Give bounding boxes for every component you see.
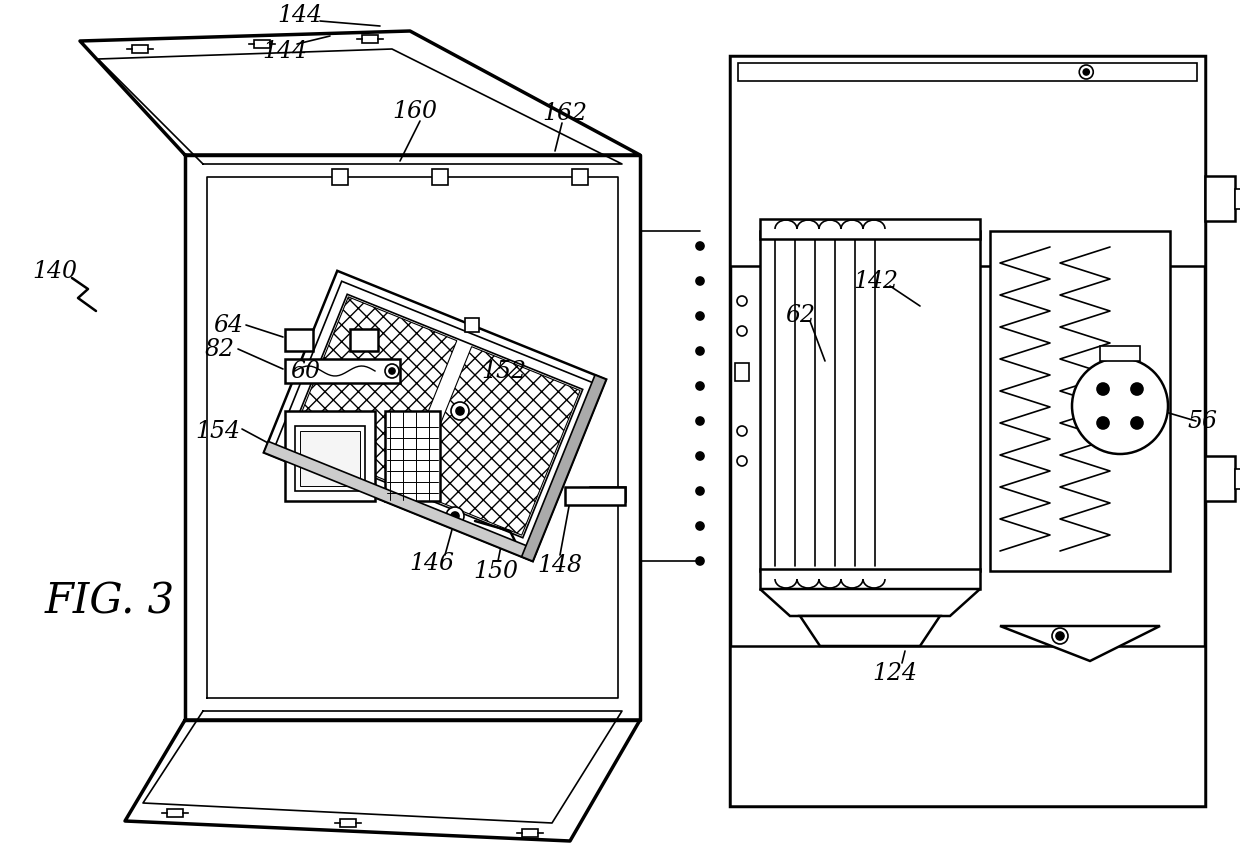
Circle shape xyxy=(384,364,399,378)
Bar xyxy=(1205,456,1235,501)
Bar xyxy=(590,487,625,501)
Circle shape xyxy=(1073,358,1168,454)
Circle shape xyxy=(737,296,746,306)
Text: 60: 60 xyxy=(290,360,320,382)
Polygon shape xyxy=(288,294,583,538)
Text: 148: 148 xyxy=(537,554,583,577)
Text: 64: 64 xyxy=(213,313,243,337)
Text: 82: 82 xyxy=(205,338,236,361)
Circle shape xyxy=(696,347,704,355)
Text: 154: 154 xyxy=(196,419,241,443)
Polygon shape xyxy=(131,45,148,53)
Bar xyxy=(730,56,1205,806)
Bar xyxy=(730,56,1205,266)
Text: 142: 142 xyxy=(853,269,899,293)
Circle shape xyxy=(696,522,704,530)
Circle shape xyxy=(1079,65,1094,79)
Circle shape xyxy=(696,487,704,495)
Circle shape xyxy=(696,382,704,390)
Polygon shape xyxy=(264,442,537,561)
Bar xyxy=(285,359,401,383)
Circle shape xyxy=(737,426,746,436)
Circle shape xyxy=(696,452,704,460)
Bar xyxy=(384,411,440,501)
Circle shape xyxy=(696,277,704,285)
Circle shape xyxy=(456,407,464,415)
Bar xyxy=(285,411,374,501)
Polygon shape xyxy=(522,375,606,561)
Bar xyxy=(730,646,1205,806)
Polygon shape xyxy=(274,282,595,551)
Polygon shape xyxy=(253,40,269,47)
Bar xyxy=(1235,469,1240,489)
Circle shape xyxy=(696,417,704,425)
Bar xyxy=(735,363,749,381)
Bar xyxy=(285,329,312,351)
Circle shape xyxy=(389,368,396,374)
Polygon shape xyxy=(800,616,940,646)
Circle shape xyxy=(737,456,746,466)
Bar xyxy=(300,431,360,486)
Polygon shape xyxy=(999,626,1159,661)
Bar xyxy=(572,169,588,185)
Bar xyxy=(295,426,365,491)
Text: 140: 140 xyxy=(32,259,77,282)
Bar xyxy=(760,569,980,589)
Circle shape xyxy=(1052,628,1068,644)
Polygon shape xyxy=(413,347,580,536)
Bar xyxy=(990,231,1171,571)
Bar xyxy=(565,487,625,505)
Text: 124: 124 xyxy=(873,661,918,684)
Text: 144: 144 xyxy=(278,4,322,28)
Polygon shape xyxy=(167,809,184,817)
Bar xyxy=(1235,189,1240,209)
Bar xyxy=(760,219,980,239)
Circle shape xyxy=(451,402,469,420)
Bar xyxy=(332,169,348,185)
Circle shape xyxy=(1084,69,1089,75)
Polygon shape xyxy=(362,35,378,43)
Circle shape xyxy=(1056,632,1064,640)
Circle shape xyxy=(1131,383,1143,395)
Bar xyxy=(465,318,479,332)
Circle shape xyxy=(446,507,464,525)
Text: 56: 56 xyxy=(1187,410,1216,432)
Circle shape xyxy=(696,242,704,250)
Text: 144: 144 xyxy=(263,40,308,63)
Text: 152: 152 xyxy=(481,360,527,382)
Text: 162: 162 xyxy=(543,102,588,125)
Circle shape xyxy=(737,326,746,336)
Polygon shape xyxy=(264,271,606,561)
Circle shape xyxy=(696,557,704,565)
Polygon shape xyxy=(290,297,456,486)
Bar xyxy=(1205,176,1235,221)
Bar xyxy=(432,169,448,185)
Text: 160: 160 xyxy=(393,100,438,122)
Text: 62: 62 xyxy=(785,305,815,327)
Circle shape xyxy=(1097,383,1109,395)
Polygon shape xyxy=(760,589,980,616)
Bar xyxy=(350,329,378,351)
Text: 150: 150 xyxy=(474,560,518,583)
Bar xyxy=(738,63,1197,81)
Polygon shape xyxy=(522,829,538,837)
Bar xyxy=(1100,346,1140,361)
Polygon shape xyxy=(340,819,356,827)
Bar xyxy=(760,231,980,571)
Circle shape xyxy=(696,312,704,320)
Circle shape xyxy=(451,512,459,520)
Text: FIG. 3: FIG. 3 xyxy=(45,580,175,622)
Text: 146: 146 xyxy=(409,552,455,574)
Circle shape xyxy=(1097,417,1109,429)
Circle shape xyxy=(1131,417,1143,429)
